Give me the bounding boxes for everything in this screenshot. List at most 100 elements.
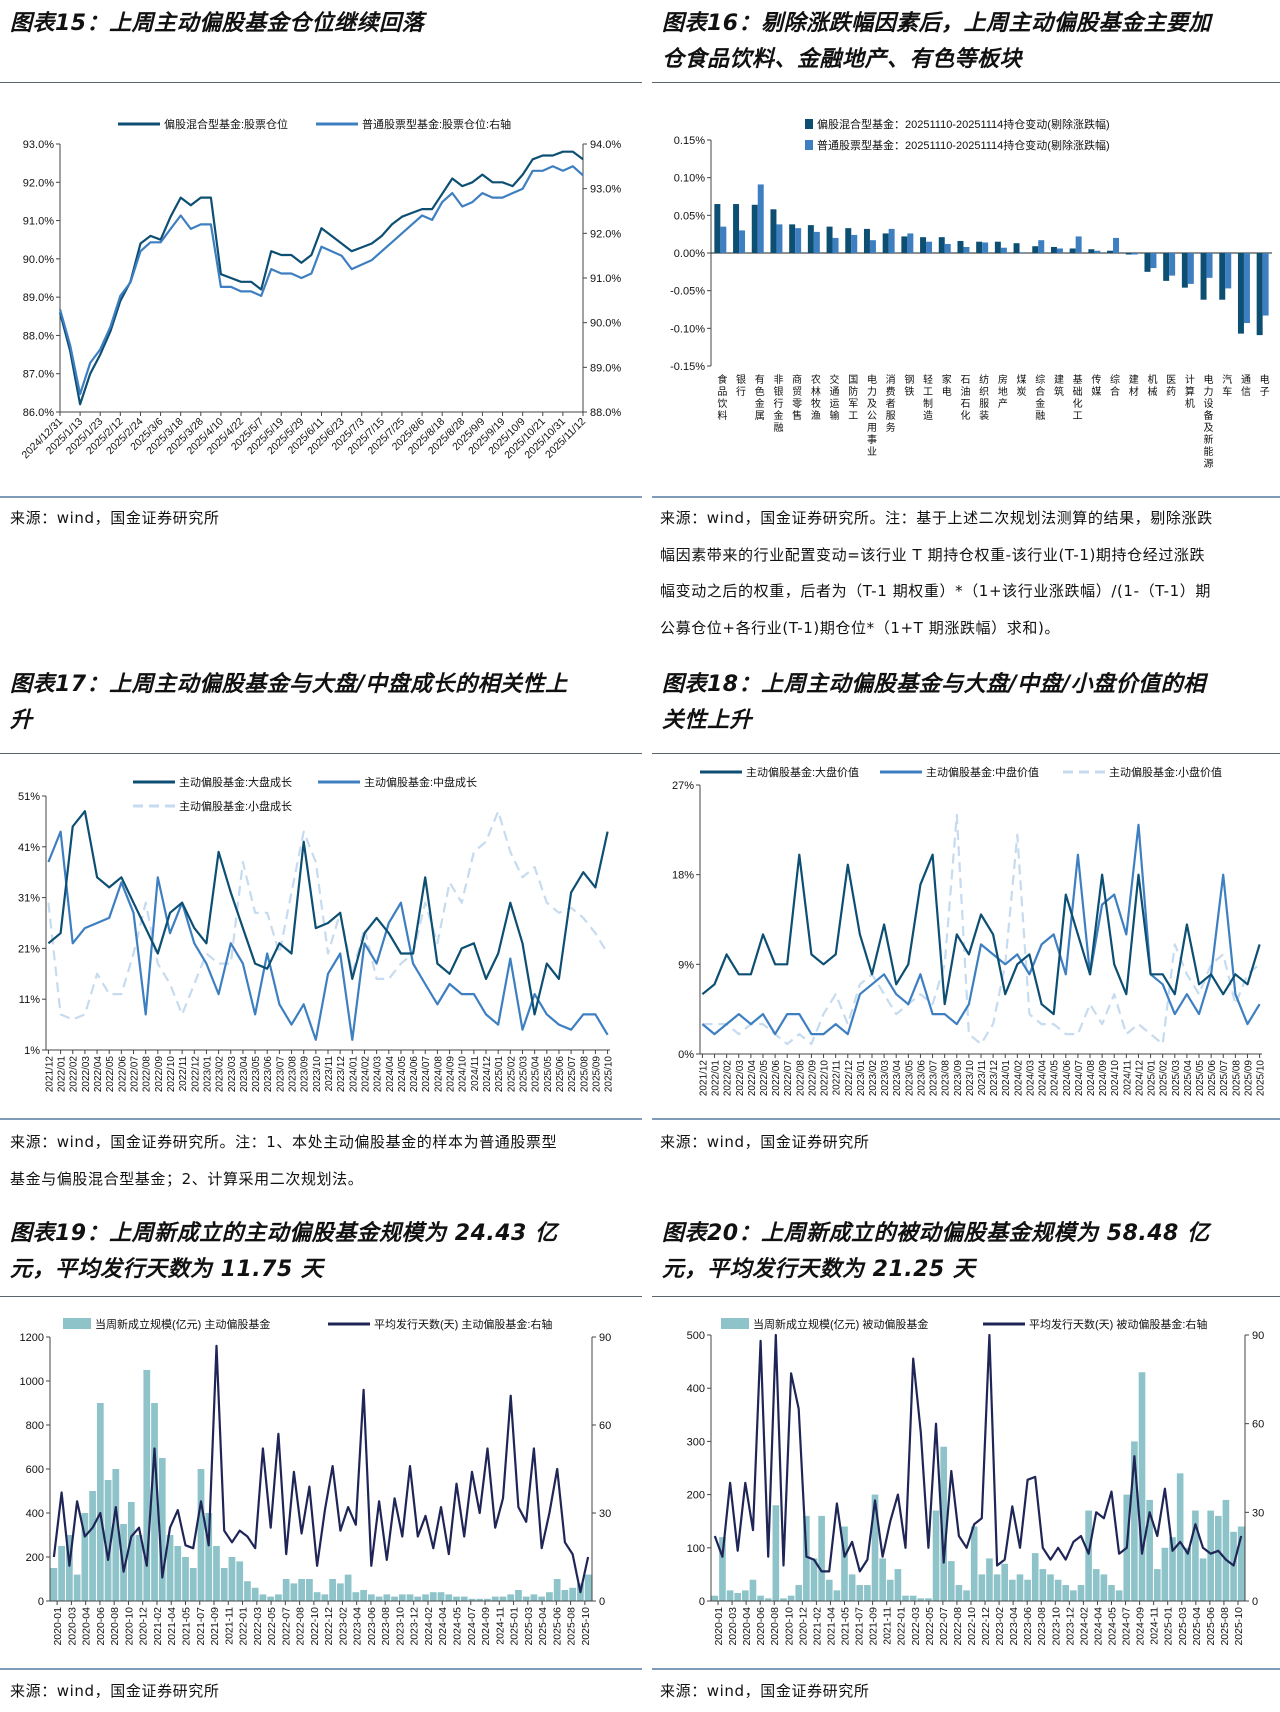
x-tick-label: 2024/05 [397, 1056, 408, 1093]
x-tick-label: 2023/01 [202, 1056, 213, 1093]
bar [1237, 1526, 1245, 1601]
y-tick-label: 41% [18, 842, 40, 854]
x-tick-label: 2021/12 [44, 1056, 55, 1093]
x-tick-label: 2025/01 [494, 1056, 505, 1093]
x-tick-label: 2021-11 [882, 1607, 894, 1645]
x-tick-label: 2022/12 [844, 1060, 855, 1097]
legend-label: 当周新成立规模(亿元) 被动偏股基金 [753, 1317, 928, 1331]
x-tick-label: 2023-06 [366, 1607, 378, 1646]
y-tick-label: 92.0% [23, 177, 54, 189]
x-tick-label: 2024/03 [373, 1056, 384, 1093]
bar [197, 1469, 205, 1601]
bar-2 [1150, 253, 1157, 269]
bar-2 [739, 230, 746, 253]
figure-20-header-rule [652, 1296, 1280, 1297]
x-tick-label: 2023/06 [916, 1060, 927, 1097]
x-tick-label: 2023/09 [953, 1060, 964, 1097]
legend-label: 主动偏股基金:中盘成长 [364, 775, 477, 789]
x-tick-label: 2024/07 [1074, 1060, 1085, 1097]
bar [1077, 1585, 1085, 1601]
x-tick-label: 2024/01 [348, 1056, 359, 1093]
bar [50, 1568, 58, 1601]
source-line: 基金与偏股混合型基金；2、计算采用二次规划法。 [10, 1169, 364, 1188]
bar [236, 1561, 244, 1601]
bar [810, 1558, 818, 1601]
x-tick-label: 2025/09 [591, 1056, 602, 1093]
bar-2 [813, 231, 820, 253]
x-tick-label: 2022/02 [723, 1060, 734, 1097]
figure-title-line: 图表18：上周主动偏股基金与大盘/中盘/小盘价值的相 [662, 672, 1206, 697]
x-tick-label: 2024/11 [1122, 1060, 1133, 1096]
x-tick-label: 2024-04 [437, 1607, 449, 1646]
x-tick-label: 2023/10 [312, 1056, 323, 1093]
x-tick-label: 2024-04 [1092, 1607, 1104, 1646]
category-label: 交通运输 [827, 373, 839, 422]
figure-title-line: 升 [10, 708, 33, 733]
bar-2 [832, 237, 839, 253]
bar-2 [1113, 237, 1120, 253]
source-line: 来源：wind，国金证券研究所 [10, 509, 220, 527]
bar [1131, 1441, 1138, 1601]
x-tick-label: 2024/09 [1098, 1060, 1109, 1097]
series-line-1 [58, 150, 584, 406]
bar-1 [1050, 246, 1057, 253]
bar [955, 1585, 963, 1601]
y-tick-label: 200 [26, 1552, 44, 1564]
category-label: 通信 [1238, 374, 1250, 398]
x-tick-label: 2022/06 [771, 1060, 782, 1097]
bar-1 [1181, 253, 1188, 288]
y-tick-label: 0.00% [674, 248, 705, 260]
bar [398, 1594, 406, 1601]
bar [925, 1598, 932, 1601]
bar [986, 1558, 993, 1601]
y-tick-label: 0% [678, 1049, 694, 1061]
bar [135, 1535, 143, 1601]
bar [1070, 1590, 1077, 1601]
bar [1184, 1547, 1192, 1601]
y-tick-label: 0 [699, 1596, 705, 1608]
x-tick-label: 2022/11 [832, 1060, 843, 1096]
bar [73, 1574, 81, 1601]
legend-swatch [63, 1318, 91, 1329]
x-tick-label: 2022-10 [966, 1607, 978, 1646]
series-line [52, 1344, 590, 1594]
x-tick-label: 2020-12 [138, 1607, 150, 1646]
bar [1031, 1553, 1039, 1601]
bar [112, 1469, 120, 1601]
x-tick-label: 2025-10 [580, 1607, 592, 1646]
x-tick-label: 2024/12 [482, 1056, 493, 1093]
x-tick-label: 2025/06 [1207, 1060, 1218, 1097]
x-tick-label: 2022/10 [820, 1060, 831, 1097]
x-tick-label: 2022/03 [81, 1056, 92, 1093]
bar-2 [1000, 247, 1007, 253]
bar [1169, 1537, 1176, 1601]
bar [848, 1574, 856, 1601]
figure-title-line: 图表17：上周主动偏股基金与大盘/中盘成长的相关性上 [10, 672, 568, 697]
bar [329, 1579, 336, 1601]
bar [143, 1370, 151, 1601]
bar-2 [1075, 236, 1082, 253]
x-tick-label: 2022-10 [309, 1607, 321, 1646]
x-tick-label: 2025/09 [1243, 1060, 1254, 1097]
bar-1 [1144, 253, 1151, 272]
x-tick-label: 2023/02 [215, 1056, 226, 1093]
figure-title-line: 元，平均发行天数为 21.25 天 [662, 1257, 976, 1282]
bar-1 [1032, 246, 1039, 253]
x-tick-label: 2024/12 [1134, 1060, 1145, 1097]
figure-17-header-rule [0, 753, 642, 754]
category-label: 医药 [1164, 374, 1176, 398]
x-tick-label: 2024/11 [470, 1056, 481, 1092]
bar [1176, 1473, 1184, 1601]
x-tick-label: 2022-07 [938, 1607, 950, 1646]
y-tick-label: 18% [672, 870, 694, 882]
x-tick-label: 2022/11 [178, 1056, 189, 1092]
y-tick-label: 100 [687, 1543, 705, 1555]
figure-20-title: 图表20：上周新成立的被动偏股基金规模为 58.48 亿 元，平均发行天数为 2… [662, 1216, 1210, 1288]
bar [879, 1558, 886, 1601]
y-tick-label: 0 [38, 1596, 44, 1608]
y-tick-label: 89.0% [590, 362, 621, 374]
x-tick-label: 2023/04 [239, 1056, 250, 1093]
bar [158, 1458, 166, 1601]
x-tick-label: 2024/09 [446, 1056, 457, 1093]
legend-swatch [721, 1318, 749, 1329]
